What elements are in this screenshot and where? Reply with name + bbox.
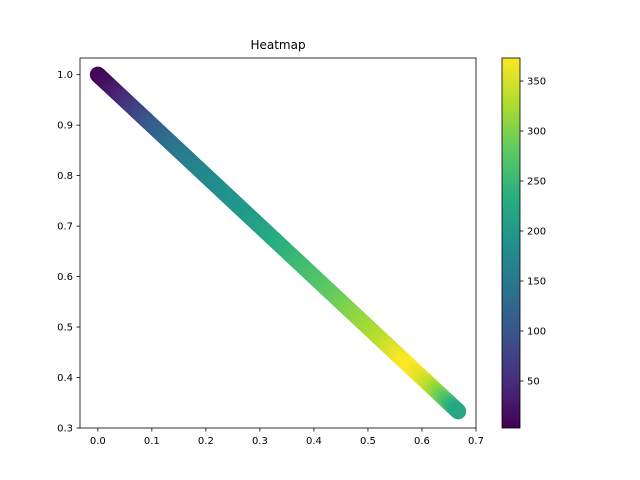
colorbar-axis: 50 100 150 200 250 300 350 — [520, 77, 546, 388]
x-tick-label: 0.2 — [198, 436, 214, 447]
y-tick-label: 0.7 — [57, 222, 73, 233]
scatter-points — [89, 66, 467, 420]
colorbar-tick-label: 150 — [527, 277, 546, 288]
plot-frame — [79, 57, 477, 429]
colorbar — [501, 57, 521, 429]
colorbar-tick-label: 100 — [527, 327, 546, 338]
colorbar-tick-label: 350 — [527, 77, 546, 88]
y-tick-label: 0.8 — [57, 171, 73, 182]
x-tick-label: 0.6 — [414, 436, 430, 447]
x-tick-label: 0.0 — [90, 436, 106, 447]
y-tick-label: 0.6 — [57, 272, 73, 283]
x-axis: 0.0 0.1 0.2 0.3 0.4 0.5 0.6 0.7 — [90, 428, 484, 447]
y-tick-label: 0.4 — [57, 373, 73, 384]
y-tick-label: 1.0 — [57, 70, 73, 81]
colorbar-tick-label: 300 — [527, 127, 546, 138]
scatter-point — [450, 403, 467, 420]
x-tick-label: 0.3 — [252, 436, 268, 447]
x-tick-label: 0.5 — [360, 436, 376, 447]
y-axis: 0.3 0.4 0.5 0.6 0.7 0.8 0.9 1.0 — [57, 70, 80, 435]
colorbar-tick-label: 250 — [527, 177, 546, 188]
x-tick-label: 0.7 — [468, 436, 484, 447]
colorbar-tick-label: 50 — [527, 377, 540, 388]
x-tick-label: 0.1 — [144, 436, 160, 447]
y-tick-label: 0.5 — [57, 323, 73, 334]
y-tick-label: 0.9 — [57, 121, 73, 132]
chart-title: Heatmap — [250, 38, 305, 52]
colorbar-tick-label: 200 — [527, 227, 546, 238]
x-tick-label: 0.4 — [306, 436, 322, 447]
y-tick-label: 0.3 — [57, 424, 73, 435]
